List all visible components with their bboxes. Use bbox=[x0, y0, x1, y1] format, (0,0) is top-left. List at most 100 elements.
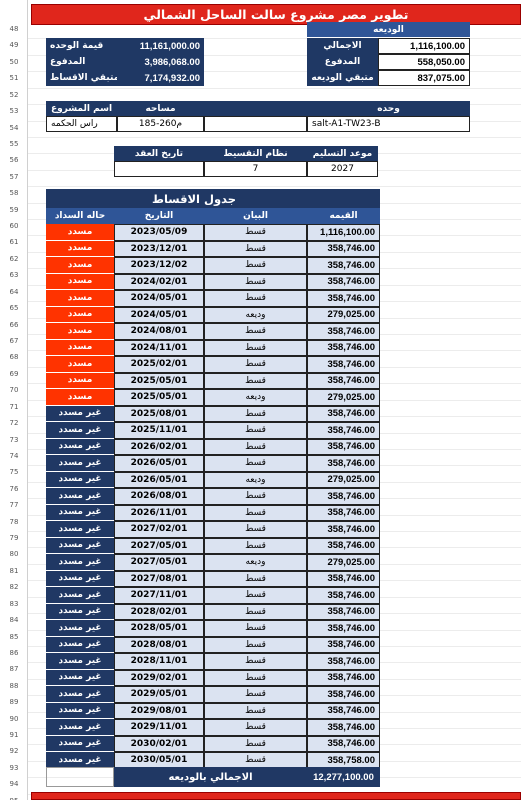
delivery-date-header[interactable]: موعد التسليم bbox=[307, 146, 378, 161]
delivery-date-cell[interactable]: 2027 bbox=[307, 161, 378, 177]
row-number[interactable]: 77 bbox=[9, 501, 19, 510]
status-cell[interactable]: غير مسدد bbox=[46, 587, 114, 604]
description-cell[interactable]: قسط bbox=[204, 537, 307, 554]
row-number[interactable]: 84 bbox=[9, 616, 19, 625]
value-cell[interactable]: 279,025.00 bbox=[307, 306, 380, 323]
value-cell[interactable]: 358,746.00 bbox=[307, 570, 380, 587]
date-cell[interactable]: 2025/02/01 bbox=[114, 356, 204, 373]
date-cell[interactable]: 2030/02/01 bbox=[114, 735, 204, 752]
deposit-remaining-cell[interactable]: 837,075.00 bbox=[378, 70, 470, 86]
date-cell[interactable]: 2023/12/01 bbox=[114, 240, 204, 257]
row-number[interactable]: 53 bbox=[9, 107, 19, 116]
row-number[interactable]: 68 bbox=[9, 353, 19, 362]
description-cell[interactable]: قسط bbox=[204, 488, 307, 505]
description-cell[interactable]: قسط bbox=[204, 669, 307, 686]
value-cell[interactable]: 358,746.00 bbox=[307, 405, 380, 422]
value-cell[interactable]: 358,746.00 bbox=[307, 240, 380, 257]
deposit-paid-cell[interactable]: 558,050.00 bbox=[378, 54, 470, 70]
row-number[interactable]: 80 bbox=[9, 550, 19, 559]
total-with-deposit-value[interactable]: 12,277,100.00 bbox=[307, 767, 380, 787]
status-cell[interactable]: مسدد bbox=[46, 290, 114, 307]
status-cell[interactable]: غير مسدد bbox=[46, 504, 114, 521]
date-cell[interactable]: 2024/11/01 bbox=[114, 339, 204, 356]
description-cell[interactable]: قسط bbox=[204, 339, 307, 356]
description-cell[interactable]: قسط bbox=[204, 438, 307, 455]
row-number[interactable]: 87 bbox=[9, 665, 19, 674]
value-cell[interactable]: 358,746.00 bbox=[307, 636, 380, 653]
date-cell[interactable]: 2027/02/01 bbox=[114, 521, 204, 538]
description-cell[interactable]: قسط bbox=[204, 372, 307, 389]
empty-cell[interactable] bbox=[204, 116, 307, 132]
row-number[interactable]: 85 bbox=[9, 632, 19, 641]
row-number[interactable]: 86 bbox=[9, 648, 19, 657]
description-cell[interactable]: قسط bbox=[204, 273, 307, 290]
status-cell[interactable]: مسدد bbox=[46, 273, 114, 290]
row-number[interactable]: 90 bbox=[9, 714, 19, 723]
row-number[interactable]: 61 bbox=[9, 238, 19, 247]
project-name-cell[interactable]: راس الحكمه bbox=[46, 116, 117, 132]
status-cell[interactable]: غير مسدد bbox=[46, 686, 114, 703]
row-number[interactable]: 52 bbox=[9, 90, 19, 99]
row-number[interactable]: 66 bbox=[9, 320, 19, 329]
value-cell[interactable]: 358,746.00 bbox=[307, 290, 380, 307]
description-column-header[interactable]: البيان bbox=[204, 208, 307, 224]
description-cell[interactable]: قسط bbox=[204, 719, 307, 736]
value-cell[interactable]: 358,746.00 bbox=[307, 669, 380, 686]
date-cell[interactable]: 2023/05/09 bbox=[114, 224, 204, 241]
row-number[interactable]: 55 bbox=[9, 139, 19, 148]
paid-label[interactable]: المدفوع bbox=[46, 54, 117, 70]
unit-header[interactable]: وحده bbox=[307, 101, 470, 116]
description-cell[interactable]: وديعه bbox=[204, 471, 307, 488]
description-cell[interactable]: قسط bbox=[204, 224, 307, 241]
date-cell[interactable]: 2028/08/01 bbox=[114, 636, 204, 653]
value-cell[interactable]: 358,746.00 bbox=[307, 356, 380, 373]
value-cell[interactable]: 358,746.00 bbox=[307, 521, 380, 538]
contract-date-cell[interactable] bbox=[114, 161, 204, 177]
status-cell[interactable]: غير مسدد bbox=[46, 735, 114, 752]
date-cell[interactable]: 2026/05/01 bbox=[114, 471, 204, 488]
row-number[interactable]: 73 bbox=[9, 435, 19, 444]
installment-system-cell[interactable]: 7 bbox=[204, 161, 307, 177]
date-cell[interactable]: 2026/08/01 bbox=[114, 488, 204, 505]
deposit-remaining-label[interactable]: متبقي الوديعه bbox=[307, 70, 378, 86]
description-cell[interactable]: قسط bbox=[204, 686, 307, 703]
deposit-header[interactable]: الوديعه bbox=[307, 22, 470, 37]
row-number[interactable]: 91 bbox=[9, 731, 19, 740]
status-cell[interactable]: مسدد bbox=[46, 306, 114, 323]
date-cell[interactable]: 2026/05/01 bbox=[114, 455, 204, 472]
value-cell[interactable]: 358,746.00 bbox=[307, 686, 380, 703]
project-name-header[interactable]: اسم المشروع bbox=[46, 101, 117, 116]
date-cell[interactable]: 2025/05/01 bbox=[114, 372, 204, 389]
value-cell[interactable]: 358,746.00 bbox=[307, 537, 380, 554]
description-cell[interactable]: قسط bbox=[204, 587, 307, 604]
date-cell[interactable]: 2029/02/01 bbox=[114, 669, 204, 686]
row-number[interactable]: 65 bbox=[9, 304, 19, 313]
row-number[interactable]: 50 bbox=[9, 57, 19, 66]
value-cell[interactable]: 358,746.00 bbox=[307, 719, 380, 736]
row-number[interactable]: 95 bbox=[0, 797, 28, 800]
status-cell[interactable]: مسدد bbox=[46, 389, 114, 406]
date-cell[interactable]: 2024/05/01 bbox=[114, 290, 204, 307]
value-cell[interactable]: 358,746.00 bbox=[307, 587, 380, 604]
row-number[interactable]: 67 bbox=[9, 336, 19, 345]
status-cell[interactable]: غير مسدد bbox=[46, 422, 114, 439]
description-cell[interactable]: قسط bbox=[204, 422, 307, 439]
description-cell[interactable]: قسط bbox=[204, 356, 307, 373]
row-number[interactable]: 71 bbox=[9, 402, 19, 411]
installment-system-header[interactable]: نظام التقسيط bbox=[204, 146, 307, 161]
description-cell[interactable]: قسط bbox=[204, 240, 307, 257]
value-cell[interactable]: 358,746.00 bbox=[307, 273, 380, 290]
row-number[interactable]: 88 bbox=[9, 681, 19, 690]
date-column-header[interactable]: التاريخ bbox=[114, 208, 204, 224]
deposit-total-cell[interactable]: 1,116,100.00 bbox=[378, 38, 470, 54]
value-column-header[interactable]: القيمه bbox=[307, 208, 380, 224]
row-number[interactable]: 79 bbox=[9, 534, 19, 543]
deposit-total-label[interactable]: الاجمالي bbox=[307, 38, 378, 54]
status-cell[interactable]: غير مسدد bbox=[46, 554, 114, 571]
paid-cell[interactable]: 3,986,068.00 bbox=[117, 54, 204, 70]
row-number[interactable]: 48 bbox=[9, 25, 19, 33]
date-cell[interactable]: 2024/02/01 bbox=[114, 273, 204, 290]
row-number[interactable]: 59 bbox=[9, 205, 19, 214]
row-number[interactable]: 51 bbox=[9, 74, 19, 83]
status-cell[interactable]: غير مسدد bbox=[46, 702, 114, 719]
